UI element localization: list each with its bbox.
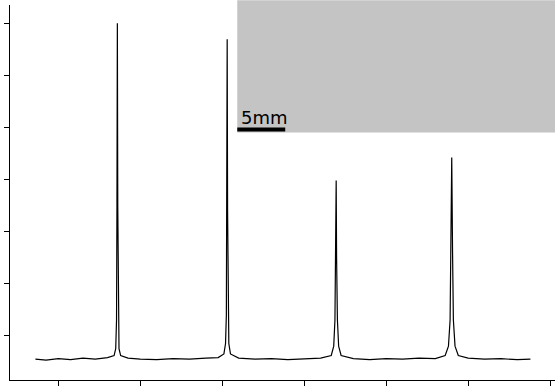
svg-text:5mm: 5mm	[241, 107, 288, 128]
